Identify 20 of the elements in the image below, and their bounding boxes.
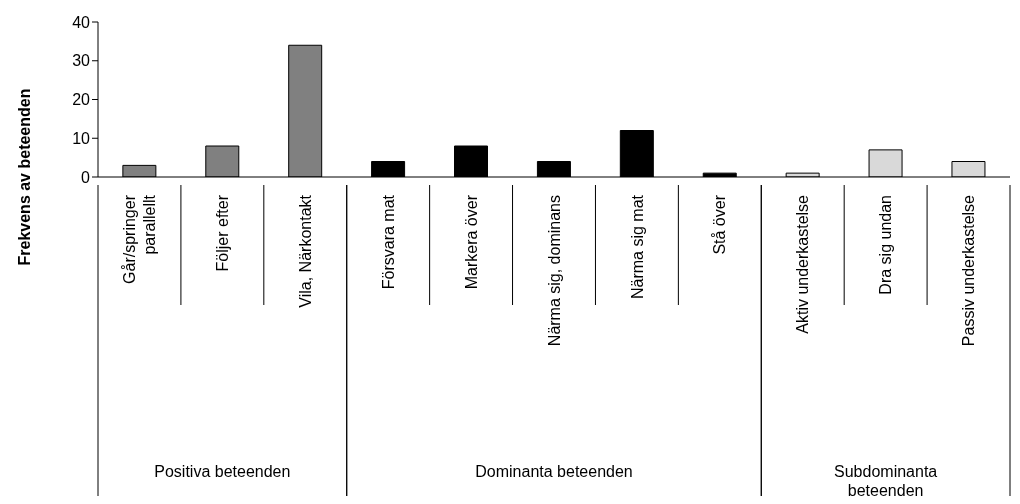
x-tick-label: Dra sig undan: [877, 195, 895, 295]
y-tick-label: 30: [72, 52, 91, 70]
y-axis-title: Frekvens av beteenden: [16, 88, 33, 266]
x-tick-label: Följer efter: [213, 194, 231, 272]
y-tick-label: 0: [81, 168, 91, 186]
x-tick-label: Försvara mat: [379, 194, 397, 290]
text: Subdominanta beteenden: [834, 463, 938, 500]
x-tick-label: Närma sig, dominans: [545, 195, 563, 347]
x-tick-label: Passiv underkastelse: [960, 194, 978, 347]
x-tick-label: Går/springer parallellt: [121, 194, 158, 284]
y-tick-label: 20: [72, 91, 91, 109]
x-tick-label: Stå över: [711, 194, 729, 255]
x-tick-label: Närma sig mat: [628, 194, 646, 300]
y-tick-label: 10: [72, 129, 91, 147]
x-tick-label: Aktiv underkastelse: [794, 194, 812, 334]
text: Positiva beteenden: [154, 463, 291, 480]
x-tick-label: Vila, Närkontakt: [296, 194, 314, 308]
y-tick-label: 40: [72, 13, 91, 31]
x-tick-label: Markera över: [462, 194, 480, 290]
text: Dominanta beteenden: [475, 463, 633, 480]
